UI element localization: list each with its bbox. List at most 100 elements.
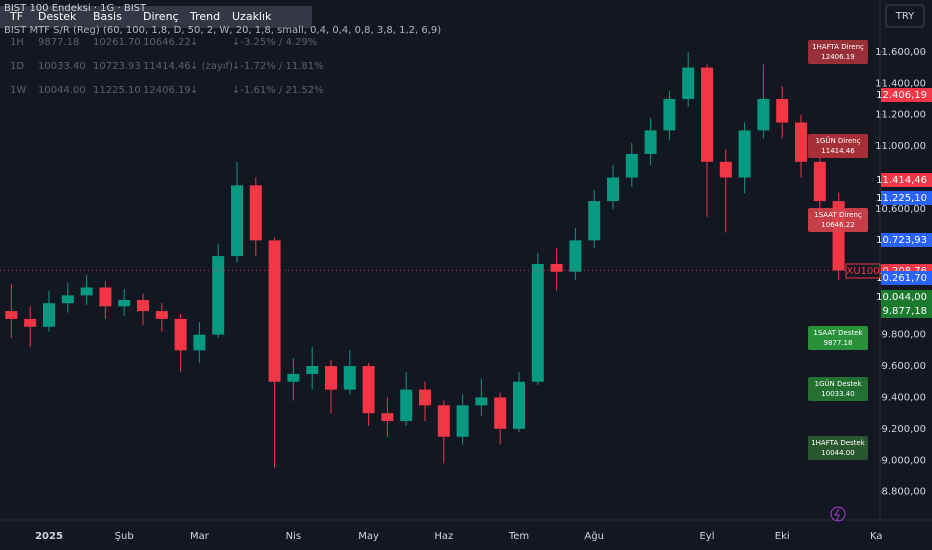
- x-tick-label: Ka: [870, 531, 883, 542]
- price-tag-bg: [881, 88, 932, 102]
- price-tag: 10.261,70: [876, 273, 927, 284]
- annotation-title: 1HAFTA Destek: [811, 439, 866, 447]
- candle-body: [99, 287, 112, 307]
- candle-body: [719, 161, 732, 178]
- candle-body: [80, 287, 93, 296]
- annotation-title: 1SAAT Direnç: [814, 211, 862, 219]
- candle-body: [306, 366, 319, 374]
- x-tick-label: Tem: [508, 531, 529, 542]
- price-tag: 10.044,00: [876, 292, 927, 303]
- price-tag: 9.877,18: [882, 306, 927, 317]
- currency: TRY: [895, 11, 915, 22]
- x-tick-label: Eyl: [699, 531, 714, 542]
- candle-body: [682, 67, 695, 99]
- y-tick-label: 10.600,00: [875, 204, 926, 215]
- price-tag: 12.406,19: [876, 90, 927, 101]
- candle-body: [43, 303, 55, 327]
- table-header-bg: [0, 6, 312, 28]
- table-header: Destek: [38, 10, 77, 23]
- candle-body: [776, 98, 789, 123]
- table-cell: 10033.40: [38, 61, 86, 72]
- annotation-title: 1SAAT Destek: [813, 329, 863, 337]
- candle-body: [475, 397, 488, 406]
- table-cell: 12406.19: [143, 85, 191, 96]
- annotation-box: [808, 134, 868, 158]
- x-tick-label: May: [358, 531, 379, 542]
- y-tick-label: 9.000,00: [881, 455, 926, 466]
- x-tick-label: Nis: [286, 531, 301, 542]
- table-cell: 11225.10: [93, 85, 141, 96]
- y-tick-label: 9.600,00: [881, 361, 926, 372]
- y-tick-label: 11.200,00: [875, 110, 926, 121]
- y-tick-label: 11.000,00: [875, 141, 926, 152]
- y-tick-label: 9.800,00: [881, 330, 926, 341]
- alert-icon[interactable]: [830, 506, 846, 522]
- overlay: TF Destek Basis Direnç Trend Uzaklık 1H 9877.18…: [9, 10, 868, 460]
- annotation-box: [808, 377, 868, 401]
- table-cell: 10646.22: [143, 37, 191, 48]
- price-tag-bg: [881, 304, 932, 318]
- candle-body: [757, 98, 770, 131]
- price-tag: 10.723,93: [876, 235, 927, 246]
- annotation-title: 1GÜN Destek: [815, 379, 863, 388]
- table-cell: 1H: [10, 37, 24, 48]
- table-cell: 10044.00: [38, 85, 86, 96]
- y-tick-label: 11.400,00: [875, 78, 926, 89]
- y-tick-label: 9.400,00: [881, 392, 926, 403]
- y-tick-label: 9.200,00: [881, 424, 926, 435]
- candle-body: [137, 300, 149, 312]
- table-cell: 10723.93: [93, 61, 141, 72]
- y-tick-label: 8.800,00: [881, 487, 926, 498]
- candle-body: [174, 318, 187, 351]
- table-cell: 10261.70: [93, 37, 141, 48]
- currency-box[interactable]: [885, 4, 925, 28]
- price-tag-bg: [881, 173, 932, 187]
- candle-body: [24, 318, 37, 327]
- candle-body: [795, 122, 807, 162]
- annotation-text: 11414.46: [821, 147, 855, 155]
- table-cell: ↓ (zayıf): [190, 61, 233, 72]
- x-tick-label: Eki: [775, 531, 790, 542]
- candle-body: [381, 413, 394, 422]
- candle-body: [362, 366, 375, 414]
- candle-body: [193, 334, 206, 351]
- table-header: Trend: [189, 10, 220, 23]
- candle-body: [701, 67, 713, 162]
- annotation-text: 12406.19: [821, 53, 854, 61]
- y-tick-label: 11.600,00: [875, 47, 926, 58]
- annotation-box: [808, 436, 868, 460]
- annotation-text: 10044.00: [821, 449, 854, 457]
- table-cell: 9877.18: [38, 37, 79, 48]
- x-tick-label: 2025: [35, 531, 63, 542]
- symbol-tag-bg: [845, 263, 881, 279]
- candle-body: [231, 185, 243, 257]
- price-tag-bg: [881, 290, 932, 304]
- table-cell: 11414.46: [143, 61, 191, 72]
- candle-body: [813, 161, 826, 202]
- symbol-tag: XU100: [846, 266, 879, 277]
- alert-icon-bolt: [834, 508, 840, 521]
- x-tick-label: Ağu: [584, 530, 604, 542]
- candle-body: [625, 153, 638, 178]
- candle-body: [325, 366, 337, 390]
- candle-body: [663, 98, 676, 131]
- candle-body: [437, 405, 450, 437]
- candle-body: [738, 130, 751, 178]
- price-tag: 11.414,46: [876, 175, 927, 186]
- table-cell: ↓-3.25% / 4.29%: [232, 37, 317, 48]
- table-cell: 1D: [10, 61, 24, 72]
- chart-title: BIST 100 Endeksi · 1G · BIST: [4, 3, 147, 14]
- table-header: Uzaklık: [232, 10, 272, 23]
- candle-body: [343, 366, 356, 390]
- candle-body: [494, 397, 507, 429]
- table-cell: 1W: [10, 85, 26, 96]
- indicator-label: BIST MTF S/R (Reg) (60, 100, 1,8, D, 50,…: [4, 25, 441, 36]
- candle-body: [5, 311, 18, 319]
- price-tag-bg: [881, 271, 932, 285]
- table-cell: ↓-1.61% / 21.52%: [232, 85, 324, 96]
- table-cell: ↓-1.72% / 11.81%: [232, 61, 324, 72]
- candle-body: [531, 263, 544, 382]
- annotation-box: [808, 326, 868, 350]
- candle-body: [456, 405, 469, 437]
